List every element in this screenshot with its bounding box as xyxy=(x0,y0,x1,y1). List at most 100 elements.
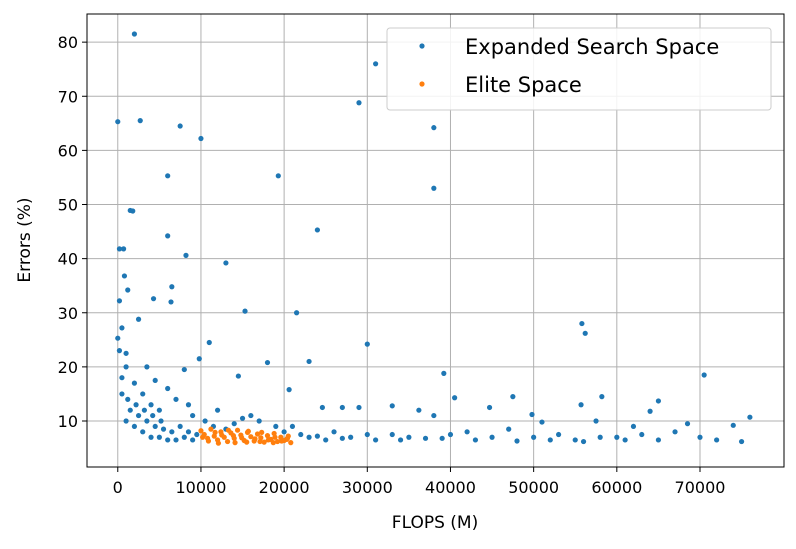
point xyxy=(135,412,142,419)
point xyxy=(183,252,189,258)
point xyxy=(306,358,312,365)
point xyxy=(373,437,379,443)
point xyxy=(148,434,154,440)
point xyxy=(119,391,125,397)
point xyxy=(116,298,123,304)
point xyxy=(224,438,231,445)
point xyxy=(206,339,212,346)
x-tick-label: 20000 xyxy=(259,478,310,497)
point xyxy=(279,438,285,444)
point xyxy=(135,316,142,322)
plot-frame xyxy=(86,13,785,468)
point xyxy=(131,423,138,430)
point xyxy=(158,418,164,424)
point xyxy=(356,100,362,106)
point xyxy=(593,418,599,424)
y-tick-label: 50 xyxy=(58,196,78,215)
point xyxy=(120,246,127,252)
point xyxy=(235,373,241,379)
point xyxy=(123,350,129,356)
point xyxy=(177,123,183,129)
point xyxy=(223,260,229,266)
point xyxy=(219,432,225,438)
point xyxy=(286,387,292,393)
point xyxy=(248,434,254,440)
point xyxy=(422,435,429,441)
point xyxy=(202,418,208,424)
point xyxy=(614,434,620,440)
point xyxy=(447,431,454,438)
point xyxy=(196,356,202,362)
point xyxy=(125,287,131,293)
point xyxy=(225,427,231,433)
y-tick-label: 30 xyxy=(58,304,78,323)
point xyxy=(747,414,753,420)
point xyxy=(319,404,325,411)
point xyxy=(248,412,254,419)
point xyxy=(181,366,187,373)
point xyxy=(452,395,458,401)
point xyxy=(242,308,248,314)
y-tick-label: 10 xyxy=(58,412,78,431)
point xyxy=(119,325,125,331)
point xyxy=(169,284,175,290)
point xyxy=(127,407,133,413)
point xyxy=(169,429,175,435)
point xyxy=(177,423,183,430)
point xyxy=(198,428,204,434)
point xyxy=(194,431,200,438)
point xyxy=(148,402,154,408)
point xyxy=(115,335,121,341)
point xyxy=(254,431,261,437)
legend-marker xyxy=(419,43,425,49)
point xyxy=(245,428,251,434)
legend-box xyxy=(386,27,772,111)
point xyxy=(431,125,437,131)
point xyxy=(214,407,221,413)
point xyxy=(185,402,192,408)
point xyxy=(141,407,147,413)
point xyxy=(647,408,653,414)
point xyxy=(439,435,445,441)
y-tick-label: 80 xyxy=(58,33,78,52)
point xyxy=(284,436,290,442)
y-axis-label: Errors (%) xyxy=(15,197,35,282)
point xyxy=(270,440,276,446)
point xyxy=(281,429,287,435)
point xyxy=(578,402,584,408)
point xyxy=(701,372,707,378)
point xyxy=(215,440,222,446)
point xyxy=(364,341,370,347)
point xyxy=(173,396,179,402)
point xyxy=(160,426,167,432)
legend: Expanded Search Space Elite Space xyxy=(386,27,772,111)
x-tick-label: 30000 xyxy=(342,478,393,497)
point xyxy=(293,310,300,316)
point xyxy=(364,431,370,438)
point xyxy=(738,438,745,445)
point xyxy=(131,31,138,37)
y-tick-label: 20 xyxy=(58,358,78,377)
point xyxy=(131,380,138,386)
point xyxy=(289,423,296,430)
point xyxy=(259,429,265,435)
point xyxy=(264,433,271,439)
point xyxy=(730,422,736,428)
point xyxy=(339,404,345,411)
point xyxy=(431,412,437,419)
point xyxy=(181,434,187,440)
point xyxy=(123,418,129,424)
point xyxy=(190,437,196,443)
x-tick-label: 10000 xyxy=(175,478,226,497)
legend-label: Expanded Search Space xyxy=(465,35,719,59)
point xyxy=(441,370,447,376)
point xyxy=(273,423,279,430)
point xyxy=(230,433,236,439)
point xyxy=(150,296,157,302)
point xyxy=(599,394,605,400)
point xyxy=(156,434,162,440)
point xyxy=(208,426,214,432)
point xyxy=(265,437,271,443)
point xyxy=(416,407,422,413)
